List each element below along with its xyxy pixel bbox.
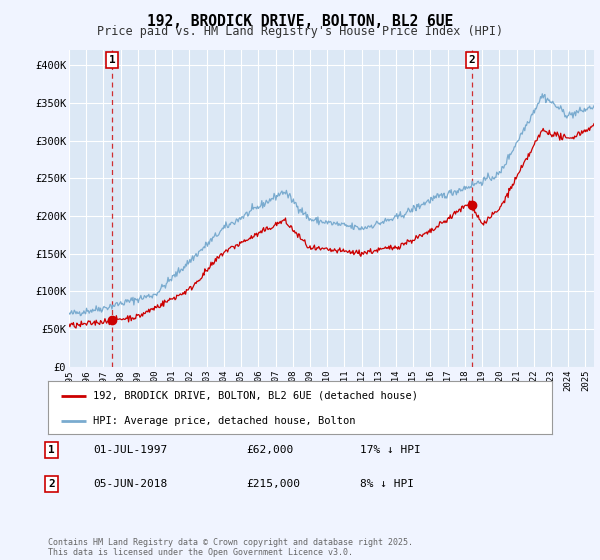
Text: 17% ↓ HPI: 17% ↓ HPI xyxy=(360,445,421,455)
Text: 2: 2 xyxy=(48,479,55,489)
Text: 192, BRODICK DRIVE, BOLTON, BL2 6UE: 192, BRODICK DRIVE, BOLTON, BL2 6UE xyxy=(147,14,453,29)
Text: 192, BRODICK DRIVE, BOLTON, BL2 6UE (detached house): 192, BRODICK DRIVE, BOLTON, BL2 6UE (det… xyxy=(94,391,418,401)
Text: 2: 2 xyxy=(469,55,476,65)
Text: 8% ↓ HPI: 8% ↓ HPI xyxy=(360,479,414,489)
Text: Price paid vs. HM Land Registry's House Price Index (HPI): Price paid vs. HM Land Registry's House … xyxy=(97,25,503,38)
Text: 01-JUL-1997: 01-JUL-1997 xyxy=(93,445,167,455)
Text: £215,000: £215,000 xyxy=(246,479,300,489)
Text: 1: 1 xyxy=(109,55,115,65)
Text: 1: 1 xyxy=(48,445,55,455)
Text: Contains HM Land Registry data © Crown copyright and database right 2025.
This d: Contains HM Land Registry data © Crown c… xyxy=(48,538,413,557)
Text: HPI: Average price, detached house, Bolton: HPI: Average price, detached house, Bolt… xyxy=(94,416,356,426)
Text: £62,000: £62,000 xyxy=(246,445,293,455)
Text: 05-JUN-2018: 05-JUN-2018 xyxy=(93,479,167,489)
